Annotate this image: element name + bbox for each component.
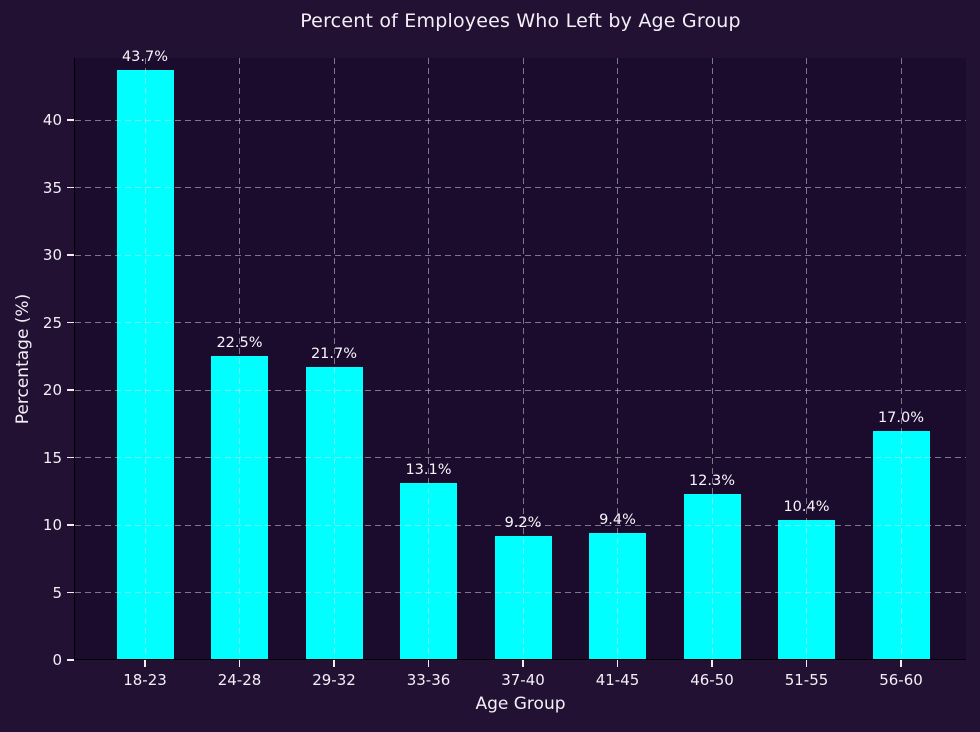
y-tick-label: 0 [52,651,62,669]
v-gridline [711,58,713,660]
x-tick-mark [427,660,430,667]
x-tick-mark [616,660,619,667]
y-tick-mark [66,254,74,256]
h-gridline [75,119,966,121]
x-tick-label: 56-60 [879,671,923,689]
h-gridline [75,322,966,324]
x-tick-mark [711,660,713,667]
y-tick-label: 5 [52,583,62,602]
x-tick-label: 29-32 [312,671,356,689]
x-tick-mark [144,660,146,667]
v-gridline [333,58,335,660]
x-tick-mark [333,660,335,667]
v-gridline [144,58,146,660]
y-tick-label: 35 [42,178,62,197]
plot-area: 0 5 10 15 20 25 30 35 40 18-23 24-28 29-32 33-36 37-4… [43,49,966,689]
x-tick-label: 37-40 [501,671,545,689]
v-gridline [900,58,902,660]
y-tick-mark [66,186,74,189]
bar-value-label: 10.4% [783,498,830,515]
bar-value-label: 9.2% [504,514,542,531]
bar-value-label: 21.7% [310,346,358,363]
v-gridline [806,58,807,660]
x-axis-spine [73,658,966,660]
y-tick-label: 30 [42,246,62,265]
chart-title: Percent of Employees Who Left by Age Gro… [300,10,741,32]
y-tick-label: 15 [42,448,62,467]
v-gridline [239,58,240,660]
x-tick-label: 46-50 [690,671,734,689]
y-tick-label: 40 [42,111,62,130]
y-tick-label: 20 [42,381,62,400]
x-tick-label: 24-28 [217,671,262,689]
x-tick-label: 41-45 [595,671,640,689]
x-tick-label: 18-23 [123,671,167,689]
x-tick-mark [238,660,241,667]
h-gridline [75,187,966,189]
x-tick-label: 51-55 [784,671,829,689]
x-tick-mark [805,660,808,667]
x-tick-label: 33-36 [406,671,451,689]
y-tick-mark [66,321,74,324]
y-axis-title: Percentage (%) [13,293,33,425]
v-gridline [428,58,429,660]
x-axis-title: Age Group [475,694,566,714]
y-tick-mark [66,524,74,526]
h-gridline [75,457,966,459]
h-gridline [75,254,966,256]
h-gridline [75,389,966,391]
x-tick-mark [900,660,902,667]
v-gridline [617,58,618,660]
y-tick-mark [66,119,74,121]
bar-value-label: 13.1% [405,462,452,479]
bar-value-label: 17.0% [877,409,925,426]
y-axis-spine [73,58,75,660]
y-tick-mark [66,389,74,391]
bar-value-label: 22.5% [216,335,263,352]
bar-value-label: 9.4% [599,512,636,529]
h-gridline [75,524,966,526]
y-tick-mark [66,659,74,661]
v-gridline [522,58,524,660]
h-gridline [75,592,966,593]
bar-value-label: 43.7% [121,49,169,66]
y-tick-mark [66,456,74,459]
y-tick-mark [66,591,74,594]
bar-value-label: 12.3% [688,472,736,489]
x-tick-mark [522,660,524,667]
y-tick-label: 25 [42,313,62,332]
y-tick-label: 10 [42,516,62,535]
